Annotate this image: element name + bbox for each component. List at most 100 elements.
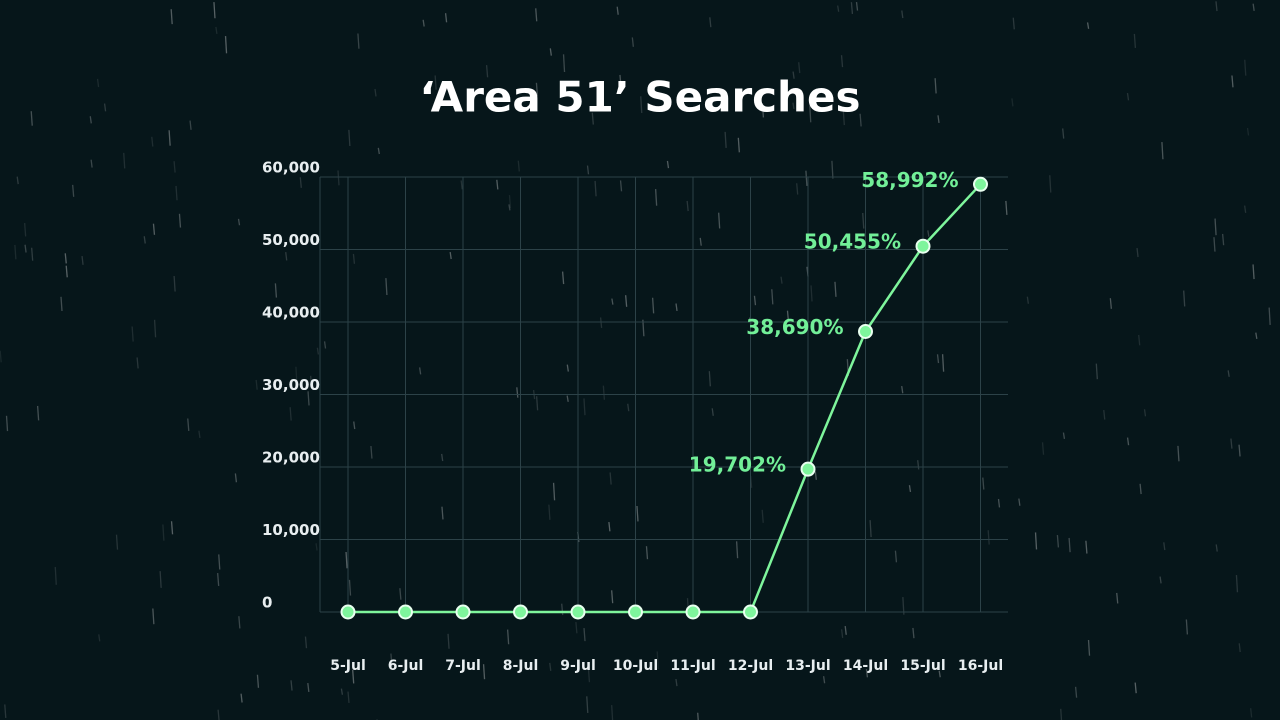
rain-streak [869,520,872,538]
rain-streak [508,204,511,211]
rain-streak [654,189,658,206]
rain-streak [1139,483,1142,495]
rain-streak [656,651,659,670]
rain-streak [619,74,622,87]
rain-streak [1268,307,1271,325]
rain-streak [711,408,714,416]
rain-streak [737,137,740,153]
rain-streak [1116,592,1119,604]
rain-streak [340,688,344,695]
rain-streak [611,705,614,720]
rain-streak [178,213,182,228]
rain-streak [1136,247,1139,258]
rain-streak [608,521,611,532]
x-tick-label: 12-Jul [728,658,773,674]
rain-streak [566,395,569,402]
rain-streak [1252,264,1255,280]
rain-streak [399,588,402,600]
rain-streak [894,550,898,563]
data-label: 38,690% [746,315,843,339]
rain-streak [1213,237,1216,252]
data-point [973,176,988,192]
rain-streak [718,212,721,229]
rain-streak [708,371,711,387]
rain-streak [1011,98,1014,107]
rain-streak [917,460,920,470]
rain-streak [735,541,739,559]
data-point [743,604,758,620]
rain-streak [103,103,107,112]
rain-streak [506,629,510,645]
rain-streak [1252,3,1255,11]
rain-streak [561,271,565,285]
rain-streak [377,147,380,155]
rain-streak [187,418,190,432]
chart-title: ‘Area 51’ Searches [420,73,861,122]
rain-streak [217,573,220,587]
rain-streak [1086,22,1090,29]
rain-streak [418,367,422,375]
y-tick-label: 20,000 [262,449,320,467]
rain-streak [1244,59,1247,76]
rain-streak [152,223,156,235]
rain-streak [651,297,655,314]
y-tick-label: 10,000 [262,521,320,539]
rain-streak [441,453,444,462]
rain-streak [840,55,844,68]
rain-streak [586,165,590,175]
rain-streak [1238,643,1241,653]
data-point [915,238,931,254]
rain-streak [901,10,904,19]
rain-streak [1163,542,1166,551]
rain-streak [645,546,649,560]
rain-streak [81,256,84,265]
x-tick-label: 6-Jul [388,658,424,674]
data-point [513,604,528,620]
rain-streak [307,391,310,406]
rain-streak [675,678,678,687]
rain-streak [449,251,452,260]
rain-streak [0,350,2,363]
rain-streak [666,160,670,169]
rain-streak [352,669,355,684]
rain-streak [753,295,757,306]
rain-streak [792,102,795,110]
rain-streak [347,691,350,703]
rain-streak [583,398,586,416]
rain-streak [548,504,551,520]
rain-streak [927,230,930,237]
rain-streak [4,704,7,718]
rain-streak [709,17,712,28]
rain-streak [619,180,623,192]
rain-streak [89,116,92,124]
rain-streak [131,326,134,342]
x-tick-label: 5-Jul [330,658,366,674]
rain-streak [535,396,539,411]
rain-streak [14,244,17,260]
data-point [685,604,701,620]
rain-streak [859,113,862,127]
rain-streak [115,534,119,550]
rain-streak [295,366,298,385]
rain-streak [434,75,437,90]
rain-streak [1238,444,1241,457]
rain-streak [255,379,258,390]
rain-streak [1134,682,1137,694]
rain-streak [173,275,176,292]
rain-streak [175,185,178,201]
rain-streak [997,498,1001,508]
rain-streak [937,115,940,124]
data-point [398,604,413,620]
rain-streak [1246,127,1250,136]
rain-streak [810,285,813,302]
rain-streak [912,627,915,639]
rain-streak [850,2,854,14]
data-label: 19,702% [689,453,786,477]
rain-streak [842,110,845,126]
data-point [628,604,643,620]
rain-streak [855,2,859,11]
x-tick-label: 11-Jul [670,658,715,674]
data-point [340,604,356,620]
